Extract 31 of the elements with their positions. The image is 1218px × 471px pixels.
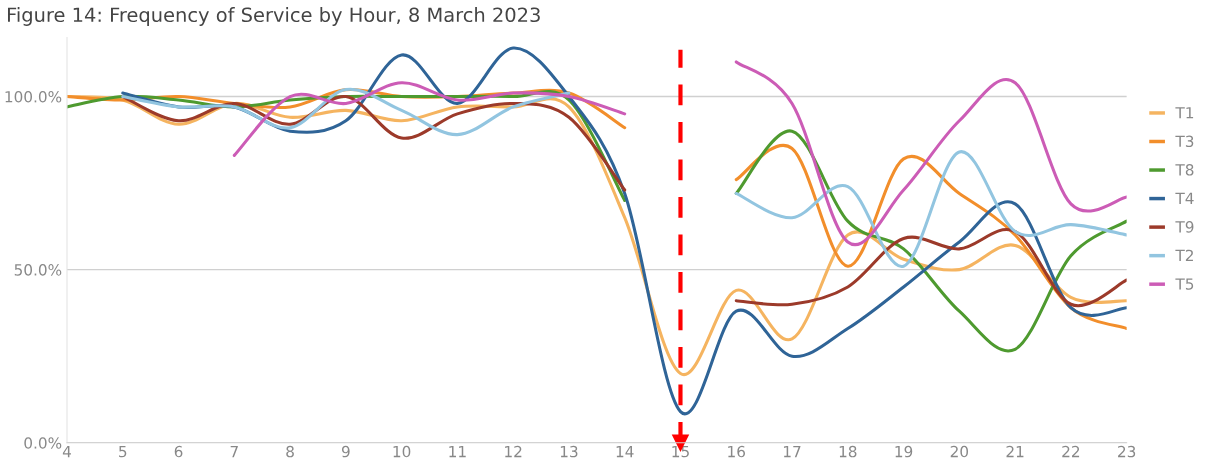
- x-tick-label: 14: [616, 445, 634, 458]
- legend-label: T4: [1175, 192, 1194, 204]
- legend-label: T5: [1175, 278, 1194, 290]
- x-tick-label: 13: [560, 445, 578, 458]
- x-tick-label: 7: [230, 445, 238, 458]
- legend-label: T8: [1175, 164, 1194, 176]
- x-tick-label: 15: [672, 445, 689, 458]
- y-tick-label: 0.0%: [24, 437, 62, 449]
- legend-label: T1: [1175, 107, 1194, 119]
- y-tick-label: 100.0%: [5, 91, 62, 103]
- x-tick-label: 20: [950, 445, 969, 458]
- x-tick-label: 4: [62, 445, 71, 458]
- legend-label: T3: [1175, 135, 1194, 148]
- x-tick-label: 23: [1118, 445, 1136, 458]
- x-tick-label: 12: [505, 445, 522, 458]
- chart-title: Figure 14: Frequency of Service by Hour, 8 March 2023: [8, 7, 540, 26]
- x-tick-label: 10: [393, 445, 411, 458]
- x-tick-label: 9: [341, 445, 350, 458]
- y-tick-label: 50.0%: [14, 264, 62, 276]
- x-tick-label: 17: [783, 445, 801, 458]
- x-tick-label: 8: [286, 445, 294, 458]
- legend-label: T9: [1175, 221, 1194, 233]
- x-tick-label: 19: [895, 445, 913, 458]
- x-tick-label: 5: [119, 445, 127, 458]
- x-tick-label: 21: [1006, 445, 1024, 458]
- x-tick-label: 11: [449, 445, 466, 458]
- x-tick-label: 22: [1062, 445, 1080, 458]
- x-tick-label: 18: [839, 445, 857, 458]
- legend-label: T2: [1175, 249, 1193, 261]
- x-tick-label: 6: [174, 445, 183, 458]
- x-tick-label: 16: [728, 445, 746, 458]
